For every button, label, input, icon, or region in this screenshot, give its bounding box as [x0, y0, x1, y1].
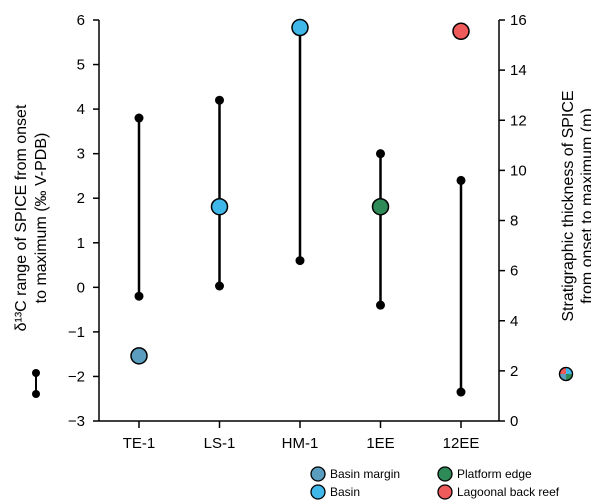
- left-tick-label: −2: [68, 368, 85, 385]
- right-axis-ticks: 0 2 4 6 8 10 12 14 16: [499, 12, 527, 430]
- x-tick-label-hm-1: HM-1: [282, 435, 319, 452]
- left-tick-label: 1: [77, 235, 85, 252]
- right-tick-label: 14: [510, 62, 527, 79]
- right-axis-title-line2: from onset to maximum (m): [579, 108, 591, 304]
- right-tick-label: 2: [510, 363, 518, 380]
- thickness-point-ls-1: [210, 197, 229, 216]
- range-symbol-icon: [32, 369, 40, 398]
- legend-item-platform-edge: Platform edge: [437, 466, 532, 482]
- legend-swatch-basin: [310, 484, 326, 500]
- left-tick-label: 5: [77, 57, 85, 74]
- legend: Basin margin Platform edge Basin Lagoona…: [310, 466, 560, 500]
- thickness-point-12ee: [452, 22, 470, 41]
- x-tick-label-te-1: TE-1: [123, 435, 156, 452]
- legend-label-basin: Basin: [330, 485, 360, 499]
- left-tick-label: 4: [77, 101, 85, 118]
- legend-swatch-platform-edge: [437, 466, 453, 482]
- left-tick-label: 3: [77, 146, 85, 163]
- right-tick-label: 4: [510, 313, 518, 330]
- right-tick-label: 8: [510, 213, 518, 230]
- range-bars: [134, 24, 466, 397]
- range-low-1ee: [376, 300, 385, 310]
- right-tick-label: 0: [510, 413, 518, 430]
- left-tick-label: 6: [77, 12, 85, 29]
- right-tick-label: 10: [510, 162, 527, 179]
- legend-swatch-basin-margin: [310, 466, 326, 482]
- range-low-hm-1: [295, 256, 305, 266]
- left-tick-label: −1: [68, 324, 85, 341]
- range-high-12ee: [456, 175, 466, 185]
- left-axis-title-line1: δ¹³C range of SPICE from onset: [13, 104, 30, 331]
- range-high-ls-1: [215, 95, 224, 105]
- right-tick-label: 16: [510, 12, 527, 29]
- x-axis-ticks: TE-1 LS-1 HM-1 1EE 12EE: [123, 421, 480, 452]
- range-low-te-1: [134, 291, 144, 301]
- legend-label-basin-margin: Basin margin: [330, 467, 400, 481]
- legend-swatch-lagoonal-back-reef: [437, 484, 453, 500]
- left-axis-ticks: −3 −2 −1 0 1 2 3 4 5 6: [68, 12, 99, 430]
- right-tick-label: 6: [510, 263, 518, 280]
- range-high-te-1: [134, 113, 144, 123]
- range-low-ls-1: [215, 281, 224, 291]
- legend-label-lagoonal-back-reef: Lagoonal back reef: [457, 485, 560, 499]
- legend-item-basin-margin: Basin margin: [310, 466, 400, 482]
- x-tick-label-ls-1: LS-1: [204, 435, 236, 452]
- left-axis-title-line2: to maximum (‰ V-PDB): [33, 133, 50, 304]
- right-axis-title-line1: Stratigraphic thickness of SPICE: [560, 90, 577, 321]
- multicolor-point-icon: [558, 366, 574, 382]
- range-low-12ee: [456, 387, 466, 397]
- legend-item-lagoonal-back-reef: Lagoonal back reef: [437, 484, 560, 500]
- left-tick-label: 2: [77, 190, 85, 207]
- x-tick-label-12ee: 12EE: [443, 435, 480, 452]
- right-tick-label: 12: [510, 112, 527, 129]
- legend-item-basin: Basin: [310, 484, 360, 500]
- range-high-1ee: [376, 149, 385, 159]
- thickness-point-1ee: [371, 197, 390, 216]
- left-tick-label: −3: [68, 413, 85, 430]
- thickness-point-hm-1: [291, 18, 309, 37]
- x-tick-label-1ee: 1EE: [366, 435, 394, 452]
- thickness-point-te-1: [130, 347, 148, 365]
- left-tick-label: 0: [77, 279, 85, 296]
- thickness-points: [130, 18, 470, 365]
- legend-label-platform-edge: Platform edge: [457, 467, 532, 481]
